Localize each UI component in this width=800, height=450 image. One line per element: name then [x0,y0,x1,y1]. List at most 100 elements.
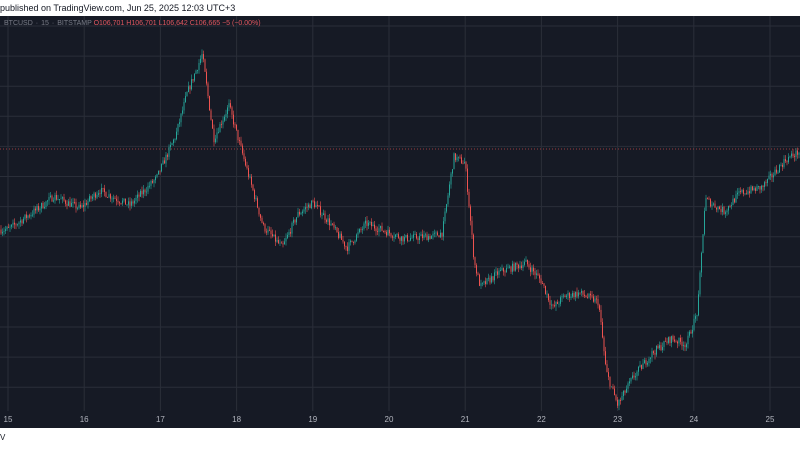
candle-body [371,221,372,227]
candle-body [311,200,312,209]
chart-area[interactable]: 15 16 17 18 19 20 21 22 23 24 25 BTCUSD · 15 · BITSTAM… [0,16,800,428]
candle-body [297,211,299,218]
candle-body [392,236,393,238]
candle-body [443,221,444,237]
candle-body [8,227,9,228]
candle-body [411,237,413,239]
candle-body [455,153,456,161]
candle-body [258,207,260,215]
price-chart[interactable]: 15 16 17 18 19 20 21 22 23 24 25 [0,16,800,428]
candle-body [131,201,132,206]
candle-body [98,193,99,195]
candle-body [699,272,701,295]
candle-body [57,199,59,201]
candle-body [413,234,414,238]
candle-body [120,203,122,204]
candle-body [591,295,593,297]
candle-body [692,329,693,334]
candle-body [329,218,330,226]
candle-body [470,206,471,221]
candle-body [326,219,327,222]
candle-body [332,223,333,225]
candle-body [465,162,467,169]
candle-body [666,341,668,343]
candle-body [600,309,602,323]
candle-body [24,214,26,219]
candle-body [756,186,758,191]
candle-body [764,182,765,187]
candle-body [45,201,47,207]
candle-body [365,220,366,224]
candle-body [93,193,95,197]
candle-body [203,54,204,60]
candle-body [177,123,179,132]
candle-body [62,197,63,199]
candle-body [191,79,192,90]
candle-body [6,227,8,230]
candle-body [368,222,369,226]
legend-interval: 15 [41,20,49,27]
candle-body [314,201,315,208]
candle-body [612,386,614,389]
candle-body [92,196,93,199]
candle-body [50,195,51,198]
candle-body [440,232,441,238]
candle-body [408,240,410,242]
candle-body [47,200,48,202]
candle-body [558,303,560,305]
x-tick-label: 21 [461,415,470,424]
candle-body [236,124,237,130]
candle-body [189,86,191,90]
candle-body [114,197,116,199]
candle-body [171,143,173,146]
candle-body [564,295,566,298]
candle-body [704,210,705,235]
candle-body [104,188,105,192]
candle-body [132,201,134,204]
candle-body [770,173,771,176]
candle-body [515,262,516,271]
candle-body [63,197,65,201]
candle-body [767,178,768,183]
candle-body [534,271,536,275]
candle-body [363,223,365,229]
candle-body [536,273,537,275]
candle-body [147,185,149,192]
candle-body [273,234,275,237]
candle-body [516,262,518,265]
candle-body [74,202,75,203]
candle-body [393,237,395,238]
candle-body [102,188,104,189]
candle-body [636,371,638,377]
candle-body [497,271,498,275]
candle-body [468,191,470,207]
candle-body [732,198,734,206]
candle-body [179,122,180,124]
candle-body [48,197,50,201]
candle-body [603,337,605,352]
candle-body [797,150,798,155]
candle-body [75,202,77,209]
x-tick-label: 24 [689,415,698,424]
candle-body [161,164,162,172]
candle-body [663,340,665,348]
candle-body [509,266,510,268]
candle-body [251,176,252,185]
candle-body [164,160,165,164]
candle-body [309,204,311,209]
candle-body [474,257,476,266]
candle-body [359,229,360,233]
candle-body [224,116,225,121]
candle-body [86,202,87,205]
candle-body [296,217,297,223]
x-tick-label: 22 [537,415,546,424]
candle-body [2,231,3,234]
candle-body [671,336,672,343]
candle-body [347,246,348,251]
candle-body [207,83,209,96]
candle-body [264,224,266,232]
candle-body [101,188,102,194]
candle-body [726,210,728,213]
candle-body [543,283,545,286]
candle-body [294,219,296,223]
